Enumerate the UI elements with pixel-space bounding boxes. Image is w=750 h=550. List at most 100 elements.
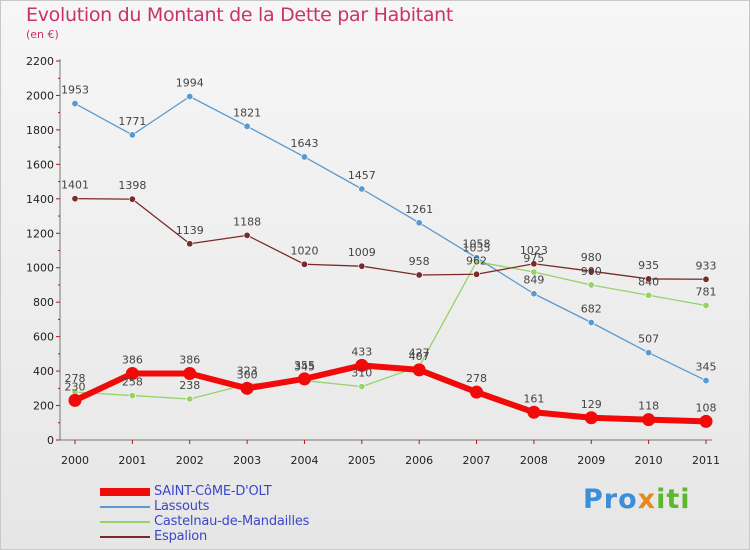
- data-point: [645, 349, 653, 357]
- data-label: 1643: [290, 137, 318, 150]
- data-label: 849: [523, 274, 544, 287]
- x-tick-label: 2005: [348, 454, 376, 467]
- data-point: [68, 393, 82, 407]
- data-point: [183, 367, 197, 381]
- data-point: [587, 319, 595, 327]
- series-line-2: [74, 197, 707, 280]
- legend-label: Castelnau-de-Mandailles: [154, 514, 310, 529]
- series-points: [68, 92, 713, 428]
- y-tick-label: 0: [47, 434, 54, 447]
- data-label: 1020: [290, 244, 318, 257]
- data-label: 682: [581, 303, 602, 316]
- data-label: 1058: [463, 238, 491, 251]
- data-label: 1023: [520, 244, 548, 257]
- data-label: 507: [638, 333, 659, 346]
- data-point: [243, 122, 251, 130]
- data-point: [584, 411, 598, 425]
- data-point: [186, 240, 194, 248]
- data-point: [300, 260, 308, 268]
- data-label: 118: [638, 400, 659, 413]
- x-tick-label: 2009: [577, 454, 605, 467]
- data-label: 900: [581, 265, 602, 278]
- data-label: 980: [581, 251, 602, 264]
- legend-swatch: [100, 506, 150, 508]
- data-point: [699, 414, 713, 428]
- x-tick-label: 2011: [692, 454, 720, 467]
- x-tick-label: 2004: [290, 454, 318, 467]
- chart-title: Evolution du Montant de la Dette par Hab…: [26, 4, 454, 26]
- data-label: 1188: [233, 215, 261, 228]
- data-point: [702, 377, 710, 385]
- y-tick-label: 1800: [26, 124, 54, 137]
- data-label: 1035: [463, 242, 491, 255]
- data-point: [473, 258, 481, 266]
- data-label: 781: [696, 285, 717, 298]
- data-point: [645, 291, 653, 299]
- data-point: [473, 270, 481, 278]
- data-point: [470, 385, 484, 399]
- data-point: [355, 358, 369, 372]
- x-tick-label: 2002: [176, 454, 204, 467]
- brand-part-3: iti: [656, 484, 691, 515]
- data-label: 1771: [118, 115, 146, 128]
- data-label: 345: [294, 361, 315, 374]
- data-label: 958: [409, 255, 430, 268]
- data-point: [702, 275, 710, 283]
- data-label: 355: [294, 359, 315, 372]
- brand-part-2: x: [637, 484, 657, 515]
- data-point: [186, 92, 194, 100]
- data-point: [71, 100, 79, 108]
- legend-label: Lassouts: [154, 499, 210, 514]
- data-label: 323: [237, 364, 258, 377]
- y-tick-label: 2200: [26, 55, 54, 68]
- data-label: 1994: [176, 76, 204, 89]
- data-label: 1401: [61, 179, 89, 192]
- data-label: 386: [122, 354, 143, 367]
- data-point: [415, 219, 423, 227]
- data-label: 161: [523, 392, 544, 405]
- data-label: 278: [466, 372, 487, 385]
- data-point: [358, 383, 366, 391]
- data-point: [412, 363, 426, 377]
- data-label: 975: [523, 252, 544, 265]
- data-label: 230: [65, 380, 86, 393]
- x-tick-label: 2000: [61, 454, 89, 467]
- data-label: 310: [351, 367, 372, 380]
- data-point: [587, 267, 595, 275]
- x-tick-label: 2008: [520, 454, 548, 467]
- data-point: [128, 131, 136, 139]
- data-label: 1457: [348, 169, 376, 182]
- x-tick-label: 2003: [233, 454, 261, 467]
- data-point: [702, 301, 710, 309]
- data-point: [587, 281, 595, 289]
- data-label: 962: [466, 254, 487, 267]
- series-line-0: [74, 95, 707, 382]
- data-label: 345: [696, 361, 717, 374]
- legend-label: Espalion: [154, 529, 208, 544]
- data-label: 1261: [405, 203, 433, 216]
- y-tick-label: 800: [33, 296, 54, 309]
- data-point: [128, 392, 136, 400]
- legend-swatch: [100, 488, 150, 496]
- data-point: [358, 185, 366, 193]
- data-point: [358, 262, 366, 270]
- y-tick-label: 2000: [26, 89, 54, 102]
- data-point: [530, 260, 538, 268]
- data-label: 407: [409, 350, 430, 363]
- x-tick-label: 2010: [635, 454, 663, 467]
- y-tick-label: 1000: [26, 262, 54, 275]
- data-label: 433: [351, 345, 372, 358]
- data-label: 933: [696, 259, 717, 272]
- data-point: [415, 271, 423, 279]
- data-label: 1139: [176, 224, 204, 237]
- legend-label: SAINT-CôME-D'OLT: [154, 484, 272, 499]
- data-label: 1953: [61, 84, 89, 97]
- data-label: 1821: [233, 106, 261, 119]
- legend-swatch: [100, 536, 150, 538]
- data-point: [240, 381, 254, 395]
- brand-part-1: Pro: [583, 484, 638, 515]
- data-point: [527, 405, 541, 419]
- series-line-1: [74, 261, 707, 400]
- y-tick-label: 1400: [26, 193, 54, 206]
